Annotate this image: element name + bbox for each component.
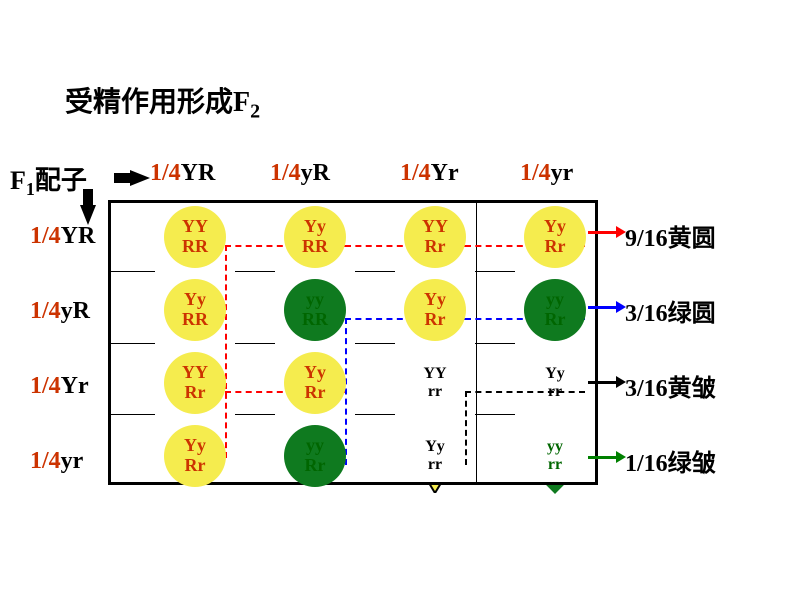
- arrow-down-icon: [80, 205, 96, 225]
- title-text: 受精作用形成F: [65, 87, 250, 118]
- punnett-cell: YYRr: [404, 206, 466, 268]
- punnett-cell: YyRR: [164, 279, 226, 341]
- result-label: 3/16黄皱: [625, 368, 716, 403]
- col-header: 1/4yr: [520, 160, 573, 187]
- punnett-cell: yyRR: [284, 279, 346, 341]
- col-header: 1/4yR: [270, 160, 330, 187]
- gamete-label: F1配子: [10, 160, 87, 200]
- genotype-text: YyRr: [304, 363, 326, 403]
- punnett-cell: yyRr: [524, 279, 586, 341]
- diagram-title: 受精作用形成F2: [65, 80, 260, 124]
- gamete-f: F: [10, 166, 26, 195]
- genotype-text: Yyrr: [425, 438, 445, 473]
- result-label: 3/16绿圆: [625, 293, 716, 328]
- connector-line: [225, 245, 227, 458]
- genotype-text: YYRr: [182, 363, 208, 403]
- gamete-sub: 1: [26, 179, 35, 199]
- genotype-text: YyRR: [182, 290, 208, 330]
- punnett-cell: YyRr: [284, 352, 346, 414]
- title-sub: 2: [250, 101, 260, 123]
- col-header: 1/4YR: [150, 160, 215, 187]
- row-header: 1/4Yr: [30, 373, 89, 400]
- genotype-text: yyRr: [305, 436, 326, 476]
- gamete-suffix: 配子: [35, 166, 87, 195]
- punnett-cell: YyRr: [164, 425, 226, 487]
- row-header: 1/4YR: [30, 223, 95, 250]
- genotype-text: YyRR: [302, 217, 328, 257]
- col-header: 1/4Yr: [400, 160, 459, 187]
- grid-line-v: [476, 200, 477, 485]
- genotype-text: YYrr: [423, 365, 446, 400]
- result-label: 9/16黄圆: [625, 218, 716, 253]
- genotype-text: Yyrr: [545, 365, 565, 400]
- punnett-cell: YYRR: [164, 206, 226, 268]
- connector-line: [345, 318, 347, 465]
- punnett-cell: Yyrr: [518, 346, 592, 420]
- genotype-text: YyRr: [184, 436, 206, 476]
- genotype-text: yyRr: [545, 290, 566, 330]
- punnett-cell: Yyrr: [398, 419, 472, 493]
- punnett-cell: YyRr: [524, 206, 586, 268]
- genotype-text: yyrr: [547, 438, 563, 474]
- punnett-cell: YyRR: [284, 206, 346, 268]
- arrow-right-icon: [130, 170, 150, 186]
- genotype-text: YyRr: [424, 290, 446, 330]
- punnett-cell: YYrr: [398, 346, 472, 420]
- genotype-text: YYRR: [182, 217, 208, 257]
- punnett-cell: YyRr: [404, 279, 466, 341]
- row-header: 1/4yr: [30, 448, 83, 475]
- genotype-text: YyRr: [544, 217, 566, 257]
- genotype-text: yyRR: [302, 290, 328, 330]
- punnett-cell: yyrr: [517, 418, 593, 494]
- punnett-cell: YYRr: [164, 352, 226, 414]
- punnett-cell: yyRr: [284, 425, 346, 487]
- result-label: 1/16绿皱: [625, 443, 716, 478]
- genotype-text: YYRr: [422, 217, 448, 257]
- row-header: 1/4yR: [30, 298, 90, 325]
